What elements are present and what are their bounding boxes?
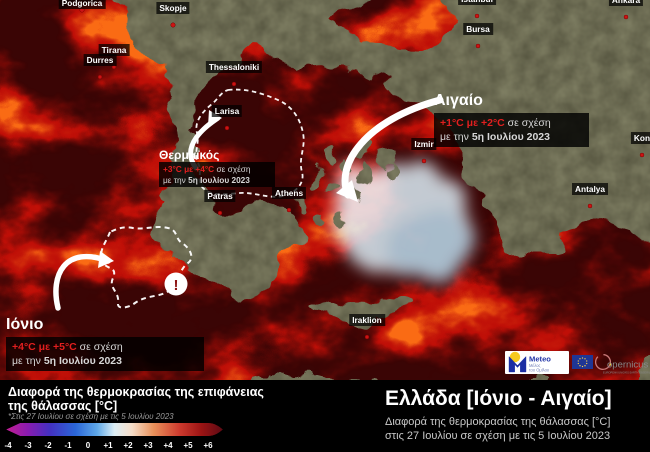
- svg-text:-4: -4: [4, 441, 12, 450]
- svg-text:του Ομίλου: του Ομίλου: [529, 367, 550, 372]
- svg-text:0: 0: [86, 441, 91, 450]
- svg-text:!: !: [174, 277, 179, 294]
- svg-text:+1: +1: [103, 441, 113, 450]
- svg-text:+5: +5: [183, 441, 193, 450]
- svg-text:+3: +3: [143, 441, 153, 450]
- svg-text:+4: +4: [163, 441, 173, 450]
- svg-text:opernicus: opernicus: [607, 360, 648, 371]
- svg-text:EUROPEAN UNION'S EARTH OBSERVA: EUROPEAN UNION'S EARTH OBSERVATION: [603, 371, 650, 375]
- svg-text:-3: -3: [24, 441, 32, 450]
- svg-text:-2: -2: [44, 441, 52, 450]
- svg-text:+2: +2: [123, 441, 133, 450]
- svg-text:-1: -1: [64, 441, 72, 450]
- svg-text:+6: +6: [203, 441, 213, 450]
